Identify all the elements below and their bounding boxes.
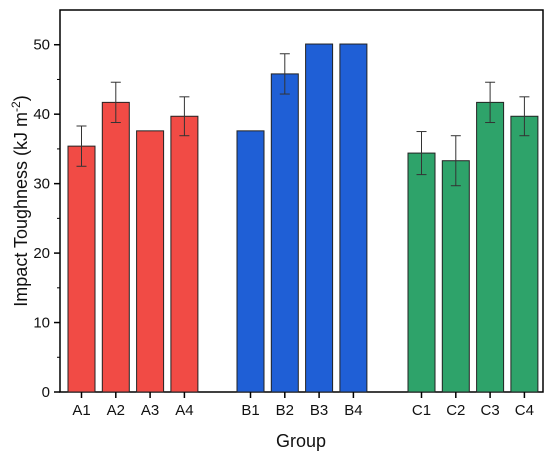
bar-B1 bbox=[236, 130, 265, 393]
y-tick-label: 40 bbox=[33, 106, 50, 123]
x-tick-label-C2: C2 bbox=[446, 402, 465, 419]
y-tick-label: 20 bbox=[33, 245, 50, 262]
x-tick-label-B1: B1 bbox=[241, 402, 259, 419]
y-axis: 0 10 20 30 40 50 bbox=[33, 37, 60, 401]
y-axis-title: Impact Toughness (kJ m-2) bbox=[9, 95, 31, 306]
y-tick-label: 50 bbox=[33, 37, 50, 54]
x-tick-label-C4: C4 bbox=[515, 402, 534, 419]
x-tick-label-A3: A3 bbox=[141, 402, 159, 419]
y-tick-label: 30 bbox=[33, 176, 50, 193]
bar-A3 bbox=[136, 130, 165, 393]
plot-frame bbox=[59, 9, 544, 393]
x-axis-title: Group bbox=[276, 431, 326, 451]
y-axis-title-main: Impact Toughness (kJ m bbox=[11, 112, 31, 307]
error-bars-layer bbox=[76, 53, 530, 187]
error-bar-C3 bbox=[485, 81, 496, 124]
bar-A4 bbox=[170, 115, 199, 393]
bar-C2 bbox=[441, 160, 470, 393]
bar-B2 bbox=[270, 73, 299, 393]
x-tick-label-B2: B2 bbox=[276, 402, 294, 419]
bars-layer bbox=[67, 43, 539, 393]
x-tick-label-B4: B4 bbox=[344, 402, 362, 419]
error-bar-C1 bbox=[416, 131, 427, 176]
bar-C1 bbox=[407, 152, 436, 393]
x-tick-label-A1: A1 bbox=[72, 402, 90, 419]
x-tick-label-C3: C3 bbox=[481, 402, 500, 419]
error-bar-A1 bbox=[76, 125, 87, 167]
x-tick-label-A4: A4 bbox=[175, 402, 193, 419]
x-tick-label-C1: C1 bbox=[412, 402, 431, 419]
x-axis: A1 A2 A3 A4 B1 B2 B3 B4 C1 C2 C3 C4 bbox=[72, 392, 534, 419]
bar-C4 bbox=[510, 115, 539, 393]
x-tick-label-A2: A2 bbox=[107, 402, 125, 419]
x-tick-label-B3: B3 bbox=[310, 402, 328, 419]
error-bar-B2 bbox=[279, 53, 290, 95]
bar-A1 bbox=[67, 145, 96, 393]
error-bar-A4 bbox=[179, 96, 190, 137]
error-bar-A2 bbox=[110, 81, 121, 124]
y-tick-label: 0 bbox=[42, 384, 50, 401]
error-bar-C2 bbox=[450, 135, 461, 187]
y-tick-label: 10 bbox=[33, 315, 50, 332]
y-axis-title-close: ) bbox=[11, 95, 31, 101]
y-axis-title-superscript: -2 bbox=[9, 101, 23, 112]
bar-A2 bbox=[101, 101, 130, 393]
bar-B3 bbox=[305, 43, 334, 393]
error-bar-C4 bbox=[519, 96, 530, 137]
bar-B4 bbox=[339, 43, 368, 393]
bar-C3 bbox=[476, 101, 505, 393]
